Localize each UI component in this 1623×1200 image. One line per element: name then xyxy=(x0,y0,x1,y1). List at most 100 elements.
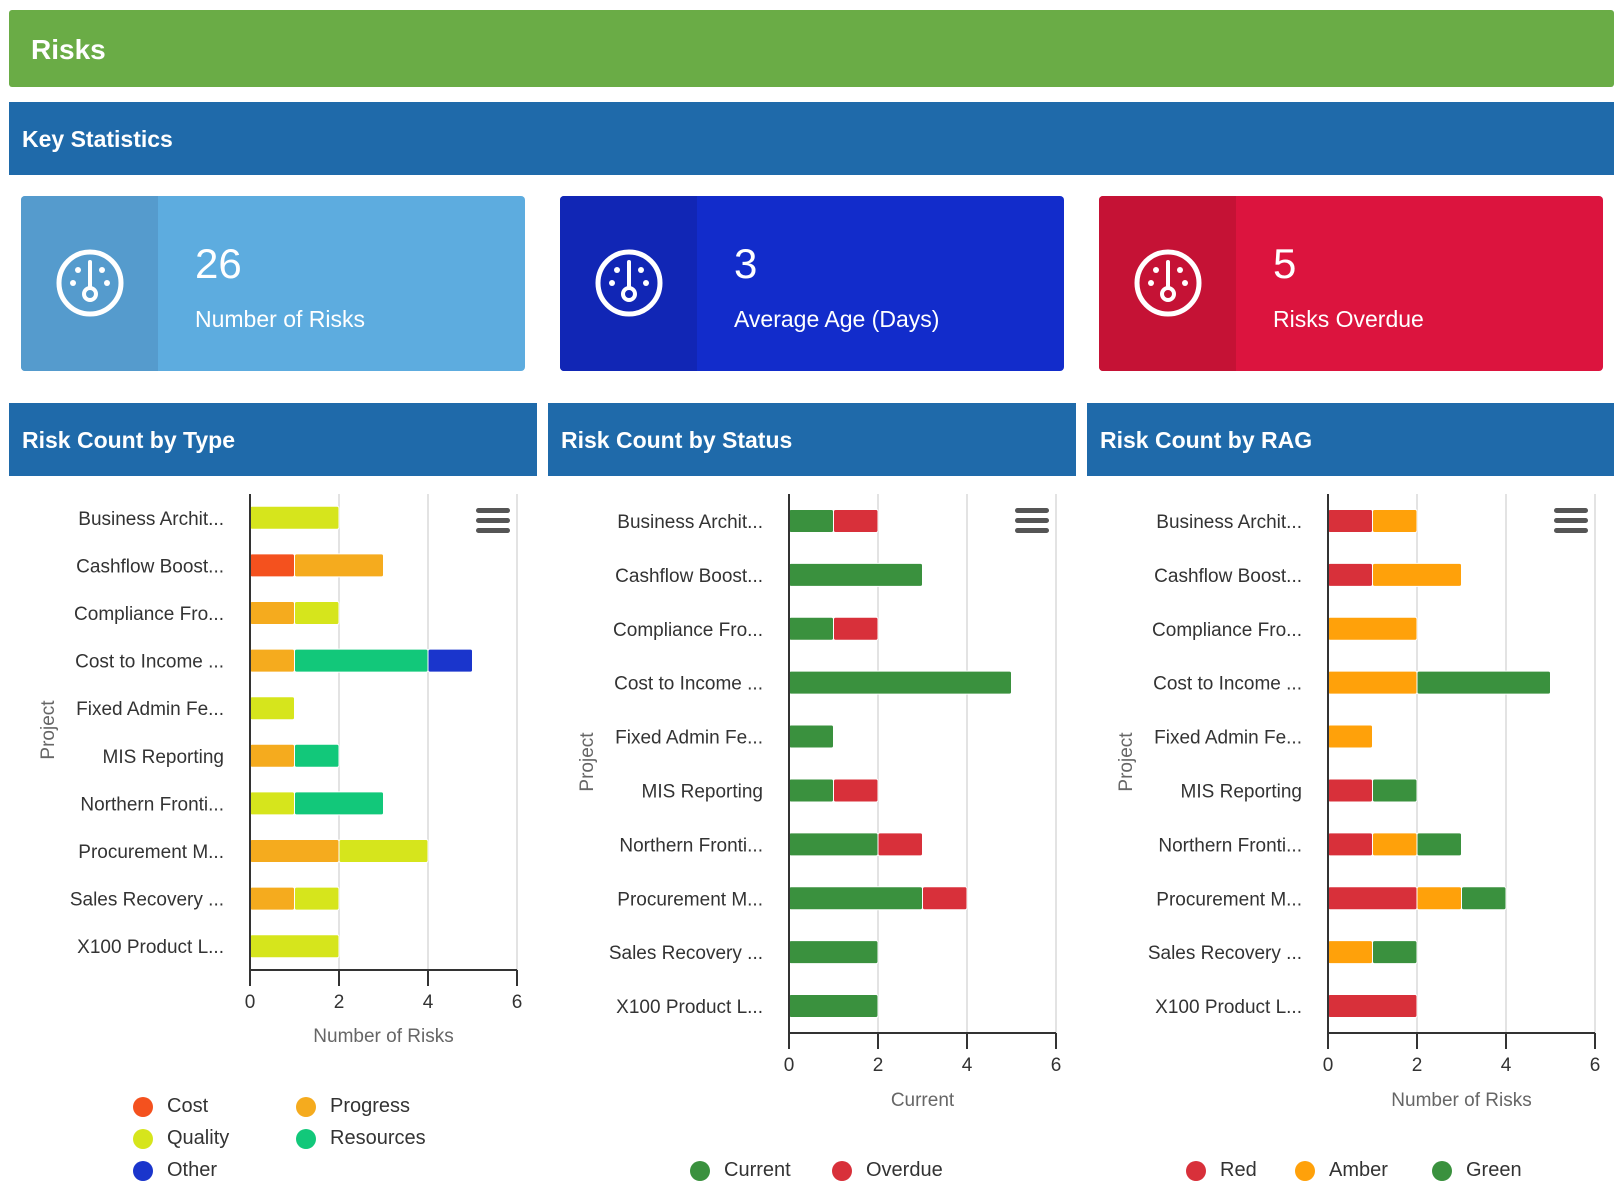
legend-item[interactable]: Resources xyxy=(296,1127,426,1150)
legend-label: Resources xyxy=(330,1127,426,1149)
bar-segment[interactable] xyxy=(877,832,923,857)
bar-segment[interactable] xyxy=(1416,670,1551,695)
legend-item[interactable]: Other xyxy=(133,1159,217,1182)
kpi-label: Risks Overdue xyxy=(1273,306,1424,332)
bar-segment[interactable] xyxy=(1327,670,1418,695)
bar-segment[interactable] xyxy=(1461,886,1507,911)
kpi-icon-pane xyxy=(1099,196,1236,371)
legend-item[interactable]: Progress xyxy=(296,1095,410,1118)
category-label: Cost to Income ... xyxy=(75,652,224,673)
bar-segment[interactable] xyxy=(1327,778,1373,803)
legend-item[interactable]: Quality xyxy=(133,1127,229,1150)
category-label: Northern Fronti... xyxy=(80,794,224,815)
bar-segment[interactable] xyxy=(788,616,834,641)
legend-dot xyxy=(133,1160,153,1181)
bar-segment[interactable] xyxy=(1327,616,1418,641)
bar-segment[interactable] xyxy=(1327,832,1373,857)
x-tick-label: 4 xyxy=(423,992,434,1013)
page-title: Risks xyxy=(31,34,106,65)
legend-dot xyxy=(296,1128,316,1149)
chart-menu-icon[interactable] xyxy=(1554,508,1588,534)
chart-menu-icon[interactable] xyxy=(476,508,510,534)
bar-segment[interactable] xyxy=(249,696,295,721)
bar-segment[interactable] xyxy=(788,562,923,587)
bar-segment[interactable] xyxy=(788,724,834,749)
category-label: Cashflow Boost... xyxy=(76,556,224,577)
bar-segment[interactable] xyxy=(249,601,295,625)
category-label: Compliance Fro... xyxy=(74,604,224,625)
bar-segment[interactable] xyxy=(788,886,923,911)
legend-item[interactable]: Amber xyxy=(1295,1159,1388,1182)
x-tick-label: 6 xyxy=(1051,1055,1062,1076)
kpi-value: 3 xyxy=(734,240,758,287)
bar-segment[interactable] xyxy=(427,648,473,673)
bar-segment[interactable] xyxy=(833,508,879,533)
bar-segment[interactable] xyxy=(833,616,879,641)
bar-segment[interactable] xyxy=(249,886,295,911)
bar-segment[interactable] xyxy=(294,743,340,768)
bar-segment[interactable] xyxy=(1372,940,1418,965)
legend-item[interactable]: Green xyxy=(1432,1159,1522,1182)
bar-segment[interactable] xyxy=(294,601,340,625)
bar-segment[interactable] xyxy=(1372,778,1418,803)
bar-segment[interactable] xyxy=(788,670,1012,695)
key-statistics-header: Key Statistics xyxy=(9,102,1614,175)
category-label: Cashflow Boost... xyxy=(1154,566,1302,587)
bar-segment[interactable] xyxy=(338,839,429,863)
bar-segment[interactable] xyxy=(788,994,879,1019)
chart-header-rag: Risk Count by RAG xyxy=(1087,403,1614,476)
bar-segment[interactable] xyxy=(249,791,295,816)
x-tick-label: 2 xyxy=(873,1055,884,1076)
bar-segment[interactable] xyxy=(1416,886,1462,911)
bar-segment[interactable] xyxy=(1372,508,1418,533)
legend-label: Progress xyxy=(330,1095,411,1117)
legend-item[interactable]: Overdue xyxy=(832,1159,943,1182)
bar-segment[interactable] xyxy=(788,508,834,533)
legend-item[interactable]: Current xyxy=(690,1159,791,1182)
bar-segment[interactable] xyxy=(1372,562,1462,587)
bar-segment[interactable] xyxy=(249,505,340,530)
bar-segment[interactable] xyxy=(294,553,384,578)
category-label: Compliance Fro... xyxy=(1152,620,1302,641)
bar-segment[interactable] xyxy=(1327,562,1373,587)
bar-segment[interactable] xyxy=(833,778,879,803)
bar-segment[interactable] xyxy=(249,553,295,578)
bar-segment[interactable] xyxy=(788,940,879,965)
bar-segment[interactable] xyxy=(1327,508,1373,533)
bar-segment[interactable] xyxy=(1327,724,1373,749)
legend-item[interactable]: Cost xyxy=(133,1095,208,1118)
category-label: Fixed Admin Fe... xyxy=(76,699,224,720)
bar-segment[interactable] xyxy=(249,839,340,863)
chart-header-status: Risk Count by Status xyxy=(548,403,1076,476)
bar-segment[interactable] xyxy=(1327,940,1373,965)
category-label: Sales Recovery ... xyxy=(1148,943,1302,964)
legend-dot xyxy=(1432,1160,1452,1181)
kpi-value: 26 xyxy=(195,240,242,287)
bar-segment[interactable] xyxy=(294,648,429,673)
legend-dot xyxy=(1295,1160,1315,1181)
x-tick-label: 0 xyxy=(1323,1055,1334,1076)
bar-segment[interactable] xyxy=(1416,832,1462,857)
bar-segment[interactable] xyxy=(294,791,384,816)
x-tick-label: 0 xyxy=(784,1055,795,1076)
chart-menu-icon[interactable] xyxy=(1015,508,1049,534)
category-label: X100 Product L... xyxy=(616,997,763,1018)
bar-segment[interactable] xyxy=(1327,886,1418,911)
bar-segment[interactable] xyxy=(249,743,295,768)
legend-item[interactable]: Red xyxy=(1186,1159,1257,1182)
bar-segment[interactable] xyxy=(1327,994,1418,1019)
dashboard-icon xyxy=(56,249,124,317)
bar-segment[interactable] xyxy=(788,778,834,803)
bar-segment[interactable] xyxy=(1372,832,1418,857)
bar-segment[interactable] xyxy=(249,648,295,673)
bar-segment[interactable] xyxy=(249,934,340,959)
category-label: Cost to Income ... xyxy=(1153,674,1302,695)
bar-segment[interactable] xyxy=(788,832,879,857)
kpi-card-1: 3 Average Age (Days) xyxy=(560,196,1064,371)
y-axis-title: Project xyxy=(1116,732,1137,792)
legend-label: Green xyxy=(1466,1159,1522,1181)
category-label: Compliance Fro... xyxy=(613,620,763,641)
bar-segment[interactable] xyxy=(294,886,340,911)
bar-segment[interactable] xyxy=(922,886,968,911)
x-axis-title: Current xyxy=(891,1090,955,1111)
